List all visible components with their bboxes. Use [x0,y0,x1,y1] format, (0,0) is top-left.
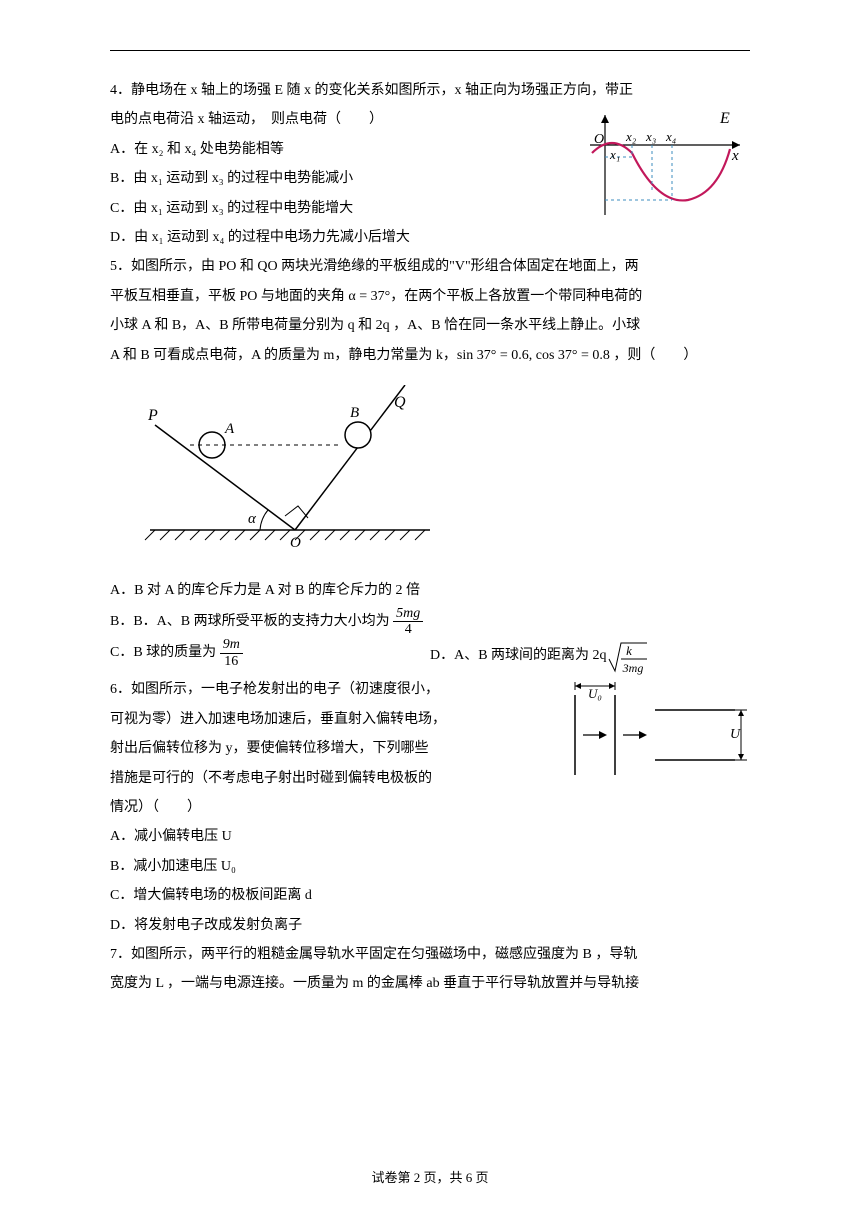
svg-text:U: U [730,727,741,742]
q5-optD-text: D．A、B 两球间的距离为 2q [430,649,607,664]
svg-text:k: k [626,643,632,658]
q5-optB-text: B．B．A、B 两球所受平板的支持力大小均为 [110,614,390,629]
svg-text:x₂: x₂ [625,129,637,144]
svg-text:E: E [719,110,730,127]
svg-text:O: O [290,535,301,550]
svg-text:B: B [350,405,359,421]
page-content: 4．静电场在 x 轴上的场强 E 随 x 的变化关系如图所示，x 轴正向为场强正… [110,76,750,999]
svg-text:3mg: 3mg [621,661,643,675]
header-rule [110,50,750,51]
svg-text:x₄: x₄ [665,129,677,144]
q6-option-d: D．将发射电子改成发射负离子 [110,911,750,940]
q5-stem-4: A 和 B 可看成点电荷，A 的质量为 m，静电力常量为 k，sin 37° =… [110,341,750,370]
svg-text:x₃: x₃ [645,129,656,144]
q6-option-b: B．减小加速电压 U₀ [110,852,750,881]
q6-diagram: U₀ U [555,680,750,801]
q5-stem-1: 5．如图所示，由 PO 和 QO 两块光滑绝缘的平板组成的"V"形组合体固定在地… [110,252,750,281]
q5-option-b: B．B．A、B 两球所受平板的支持力大小均为 5mg 4 [110,606,750,638]
svg-text:Q: Q [394,394,406,411]
q5-optD-sqrt: k 3mg [607,639,649,677]
q6-option-a: A．减小偏转电压 U [110,822,750,851]
q6-option-c: C．增大偏转电场的极板间距离 d [110,881,750,910]
q7-stem-1: 7．如图所示，两平行的粗糙金属导轨水平固定在匀强磁场中，磁感应强度为 B ，导轨 [110,940,750,969]
q5-optC-text: C．B 球的质量为 [110,646,216,661]
question-4: 4．静电场在 x 轴上的场强 E 随 x 的变化关系如图所示，x 轴正向为场强正… [110,76,750,252]
svg-text:U₀: U₀ [588,686,602,701]
svg-text:A: A [224,421,235,437]
question-6: U₀ U 6．如图所示，一电子枪发射出的电子（初速度很小， 可视为零）进入加速电… [110,675,750,940]
q5-stem-2: 平板互相垂直，平板 PO 与地面的夹角 α = 37°，在两个平板上各放置一个带… [110,282,750,311]
q7-stem-2: 宽度为 L ，一端与电源连接。一质量为 m 的金属棒 ab 垂直于平行导轨放置并… [110,969,750,998]
svg-text:α: α [248,511,257,527]
q5-stem-3: 小球 A 和 B，A、B 所带电荷量分别为 q 和 2q ，A、B 恰在同一条水… [110,311,750,340]
q5-option-a: A．B 对 A 的库仑斥力是 A 对 B 的库仑斥力的 2 倍 [110,576,750,605]
q4-stem-1: 4．静电场在 x 轴上的场强 E 随 x 的变化关系如图所示，x 轴正向为场强正… [110,76,750,105]
q5-optB-frac: 5mg 4 [393,606,423,638]
q5-optC-frac: 9m 16 [220,637,243,669]
svg-text:x₁: x₁ [609,147,620,162]
q5-diagram: P Q A B O α [140,385,750,561]
question-5: 5．如图所示，由 PO 和 QO 两块光滑绝缘的平板组成的"V"形组合体固定在地… [110,252,750,675]
svg-text:P: P [147,407,158,424]
svg-text:x: x [731,148,739,164]
page-footer: 试卷第 2 页，共 6 页 [0,1164,860,1191]
q5-option-row-cd: C．B 球的质量为 9m 16 D．A、B 两球间的距离为 2q k 3mg [110,637,750,675]
q4-chart: O E x x₁ x₂ x₃ x₄ [580,105,750,236]
question-7: 7．如图所示，两平行的粗糙金属导轨水平固定在匀强磁场中，磁感应强度为 B ，导轨… [110,940,750,999]
